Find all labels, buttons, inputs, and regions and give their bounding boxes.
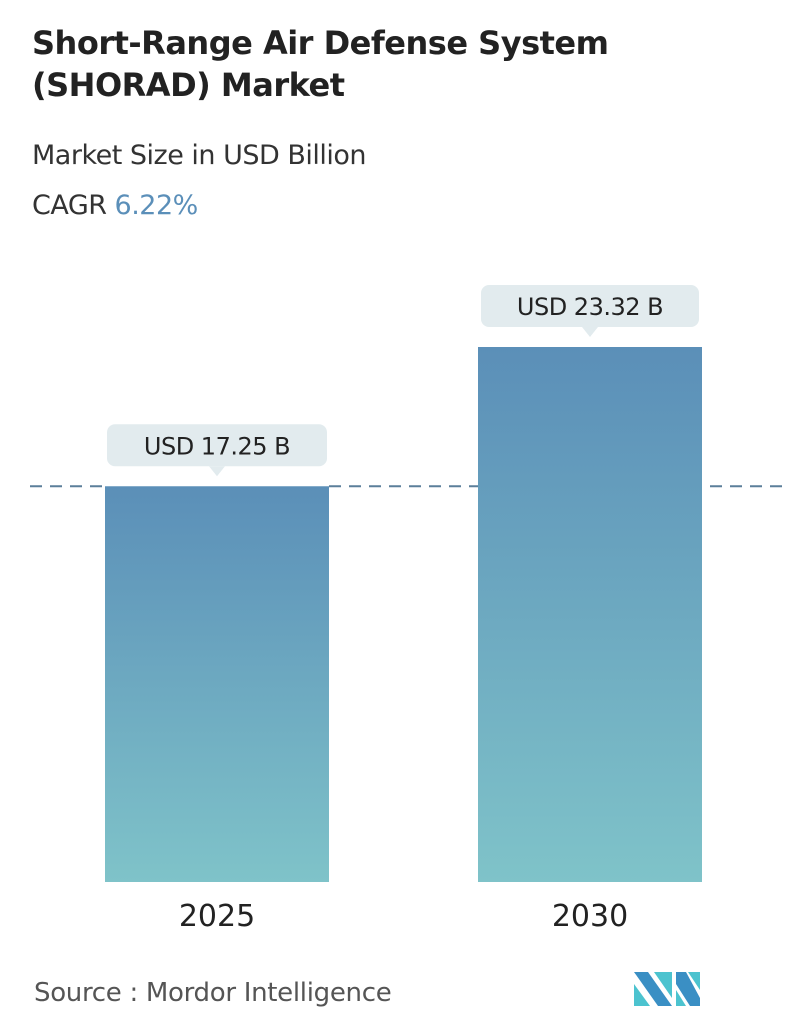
data-label: USD 23.32 B [517,293,663,321]
bar-2025 [105,486,329,882]
bar-2030 [478,347,702,882]
cagr-value: 6.22% [114,190,199,221]
data-label-bg [481,285,699,327]
x-tick-label: 2030 [552,899,628,934]
data-label: USD 17.25 B [144,432,290,460]
bar-chart: USD 17.25 B 2025 USD 23.32 B 2030 [30,285,785,934]
data-label-bg [107,424,327,467]
mordor-logo [634,972,700,1006]
cagr: CAGR 6.22% [32,190,198,221]
chart-title: Short-Range Air Defense System (SHORAD) … [32,24,609,104]
data-label-pointer [209,466,225,477]
x-tick-label: 2025 [179,899,255,934]
chart-subtitle: Market Size in USD Billion [32,140,367,171]
cagr-label: CAGR [32,190,107,221]
data-label-pointer [582,327,598,337]
source-text: Source : Mordor Intelligence [34,978,392,1008]
